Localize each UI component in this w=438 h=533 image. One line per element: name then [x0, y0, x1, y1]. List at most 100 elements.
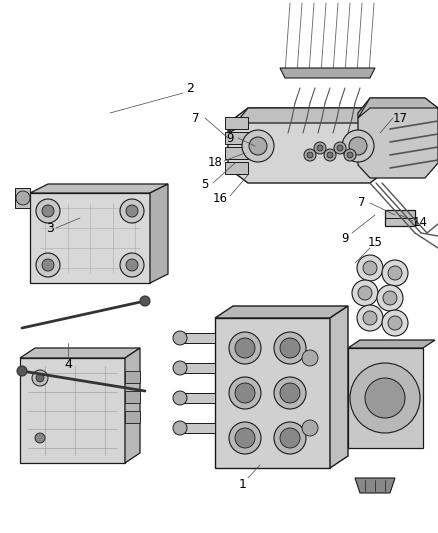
Circle shape	[363, 261, 377, 275]
Circle shape	[324, 149, 336, 161]
Circle shape	[140, 296, 150, 306]
Circle shape	[347, 152, 353, 158]
Circle shape	[314, 142, 326, 154]
Polygon shape	[180, 333, 215, 343]
Circle shape	[120, 199, 144, 223]
Circle shape	[126, 205, 138, 217]
Circle shape	[173, 421, 187, 435]
Polygon shape	[180, 423, 215, 433]
Circle shape	[382, 260, 408, 286]
Circle shape	[357, 255, 383, 281]
Bar	[125, 411, 140, 423]
Text: 17: 17	[392, 111, 407, 125]
Circle shape	[358, 286, 372, 300]
Polygon shape	[30, 193, 150, 283]
Circle shape	[350, 363, 420, 433]
Circle shape	[280, 338, 300, 358]
Text: 7: 7	[358, 197, 366, 209]
Polygon shape	[20, 348, 140, 358]
Text: 7: 7	[192, 111, 200, 125]
Circle shape	[242, 130, 274, 162]
Circle shape	[357, 305, 383, 331]
Polygon shape	[355, 478, 395, 493]
Polygon shape	[225, 117, 248, 129]
Polygon shape	[358, 98, 438, 118]
Polygon shape	[348, 340, 435, 348]
Text: 5: 5	[201, 179, 208, 191]
Circle shape	[382, 310, 408, 336]
Text: 9: 9	[341, 231, 349, 245]
Circle shape	[126, 259, 138, 271]
Circle shape	[342, 130, 374, 162]
Circle shape	[327, 152, 333, 158]
Polygon shape	[358, 98, 438, 178]
Circle shape	[352, 280, 378, 306]
Circle shape	[363, 311, 377, 325]
Text: 15: 15	[367, 237, 382, 249]
Circle shape	[35, 433, 45, 443]
Text: 3: 3	[46, 222, 54, 235]
Circle shape	[337, 145, 343, 151]
Circle shape	[302, 420, 318, 436]
Text: 9: 9	[226, 132, 234, 144]
Circle shape	[344, 149, 356, 161]
Circle shape	[280, 383, 300, 403]
Circle shape	[388, 266, 402, 280]
Text: 16: 16	[212, 191, 227, 205]
Circle shape	[377, 285, 403, 311]
Circle shape	[36, 253, 60, 277]
Circle shape	[249, 137, 267, 155]
Circle shape	[334, 142, 346, 154]
Circle shape	[365, 378, 405, 418]
Circle shape	[42, 259, 54, 271]
Polygon shape	[150, 184, 168, 283]
Text: 4: 4	[64, 359, 72, 372]
Circle shape	[274, 422, 306, 454]
Circle shape	[304, 149, 316, 161]
Polygon shape	[180, 393, 215, 403]
Polygon shape	[15, 188, 30, 208]
Circle shape	[36, 199, 60, 223]
Polygon shape	[280, 68, 375, 78]
Circle shape	[17, 366, 27, 376]
Circle shape	[280, 428, 300, 448]
Polygon shape	[225, 162, 248, 174]
Polygon shape	[180, 363, 215, 373]
Bar	[125, 371, 140, 383]
Polygon shape	[225, 132, 248, 144]
Polygon shape	[215, 306, 348, 318]
Polygon shape	[30, 184, 168, 193]
Circle shape	[16, 191, 30, 205]
Text: 2: 2	[186, 82, 194, 94]
Circle shape	[274, 332, 306, 364]
Circle shape	[42, 205, 54, 217]
Circle shape	[173, 331, 187, 345]
Circle shape	[302, 350, 318, 366]
Polygon shape	[385, 210, 415, 226]
Polygon shape	[348, 348, 423, 448]
Circle shape	[383, 291, 397, 305]
Circle shape	[235, 383, 255, 403]
Bar	[125, 391, 140, 403]
Circle shape	[173, 391, 187, 405]
Polygon shape	[228, 108, 390, 183]
Polygon shape	[125, 348, 140, 463]
Circle shape	[317, 145, 323, 151]
Circle shape	[36, 374, 44, 382]
Text: 1: 1	[239, 479, 247, 491]
Circle shape	[229, 377, 261, 409]
Circle shape	[229, 422, 261, 454]
Polygon shape	[330, 306, 348, 468]
Circle shape	[229, 332, 261, 364]
Text: 18: 18	[208, 157, 223, 169]
Circle shape	[388, 316, 402, 330]
Circle shape	[235, 428, 255, 448]
Circle shape	[274, 377, 306, 409]
Circle shape	[120, 253, 144, 277]
Circle shape	[235, 338, 255, 358]
Circle shape	[349, 137, 367, 155]
Polygon shape	[228, 108, 390, 133]
Circle shape	[32, 370, 48, 386]
Polygon shape	[225, 147, 248, 159]
Circle shape	[307, 152, 313, 158]
